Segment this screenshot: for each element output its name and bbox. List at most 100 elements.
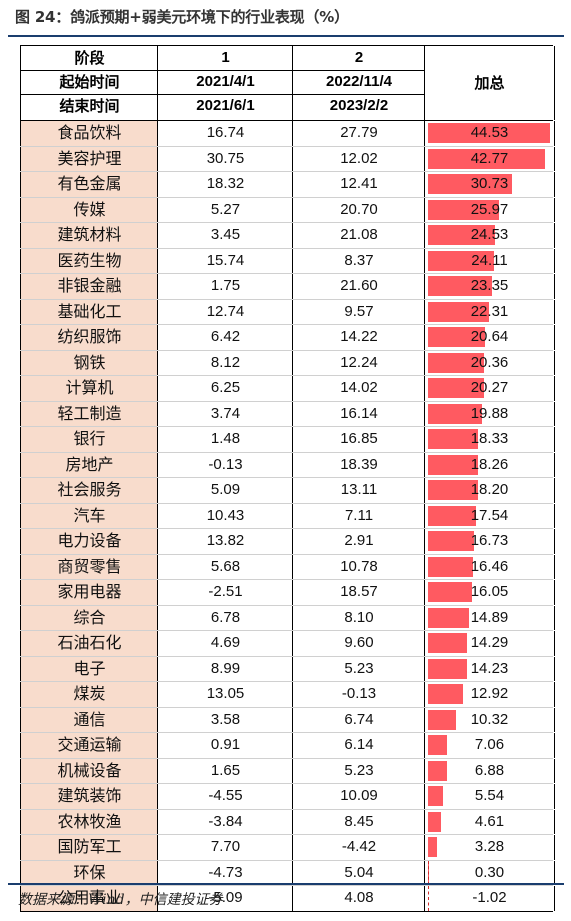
sum-value: 30.73 bbox=[470, 175, 509, 192]
table-row: 传媒 5.27 20.70 25.97 bbox=[20, 197, 555, 223]
sum-data-bar bbox=[428, 148, 546, 169]
sum-value: 18.20 bbox=[470, 481, 509, 498]
sum-value: 22.31 bbox=[470, 302, 509, 320]
sum-value: 6.88 bbox=[474, 761, 505, 779]
period-2-value: 12.41 bbox=[292, 172, 425, 197]
sum-value: 0.30 bbox=[474, 863, 505, 881]
sum-cell: 16.73 bbox=[424, 529, 555, 554]
sum-data-bar bbox=[428, 684, 464, 704]
table-row: 汽车 10.43 7.11 17.54 bbox=[20, 503, 555, 529]
industry-name: 家用电器 bbox=[20, 580, 158, 605]
table-row: 综合 6.78 8.10 14.89 bbox=[20, 605, 555, 631]
table-header: 阶段 起始时间 结束时间 1 2021/4/1 2021/6/1 2 2022/… bbox=[20, 45, 555, 121]
period-1-value: 18.32 bbox=[157, 172, 293, 197]
period-1-value: -5.09 bbox=[157, 886, 293, 911]
period-2-start: 2022/11/4 bbox=[326, 73, 392, 90]
header-end-label: 结束时间 bbox=[59, 97, 120, 115]
industry-name: 钢铁 bbox=[20, 350, 158, 375]
sum-data-bar bbox=[428, 556, 474, 577]
industry-name: 农林牧渔 bbox=[20, 809, 158, 834]
sum-data-bar bbox=[428, 658, 467, 679]
period-2-value: 6.14 bbox=[292, 733, 425, 758]
period-2-end: 2023/2/2 bbox=[329, 97, 389, 114]
table-row: 美容护理 30.75 12.02 42.77 bbox=[20, 146, 555, 172]
sum-value: 16.05 bbox=[470, 583, 509, 600]
industry-performance-table: 阶段 起始时间 结束时间 1 2021/4/1 2021/6/1 2 2022/… bbox=[20, 45, 555, 912]
period-1-value: -3.84 bbox=[157, 809, 293, 834]
sum-data-bar bbox=[428, 250, 495, 271]
figure-title: 图 24：鸽派预期+弱美元环境下的行业表现（%） bbox=[15, 8, 349, 26]
period-1-value: 3.58 bbox=[157, 707, 293, 732]
sum-value: 4.61 bbox=[474, 812, 505, 830]
sum-data-bar bbox=[428, 505, 477, 526]
period-2-value: 14.02 bbox=[292, 376, 425, 401]
table-row: 通信 3.58 6.74 10.32 bbox=[20, 707, 555, 733]
sum-cell: 44.53 bbox=[424, 121, 555, 146]
sum-value: 16.73 bbox=[470, 532, 509, 549]
sum-data-bar bbox=[428, 123, 550, 143]
period-2-value: -0.13 bbox=[292, 682, 425, 707]
period-1-value: -0.13 bbox=[157, 452, 293, 477]
sum-cell: 20.27 bbox=[424, 376, 555, 401]
industry-name: 基础化工 bbox=[20, 299, 158, 324]
table-row: 农林牧渔 -3.84 8.45 4.61 bbox=[20, 809, 555, 835]
period-1-value: 1.75 bbox=[157, 274, 293, 299]
industry-name: 公用事业 bbox=[20, 886, 158, 911]
industry-name: 石油石化 bbox=[20, 631, 158, 656]
table-row: 商贸零售 5.68 10.78 16.46 bbox=[20, 554, 555, 580]
sum-cell: 30.73 bbox=[424, 172, 555, 197]
sum-cell: 3.28 bbox=[424, 835, 555, 860]
period-1-value: 6.42 bbox=[157, 325, 293, 350]
period-1-end: 2021/6/1 bbox=[196, 97, 255, 114]
table-row: 计算机 6.25 14.02 20.27 bbox=[20, 376, 555, 402]
period-1-value: 30.75 bbox=[157, 146, 293, 171]
table-row: 房地产 -0.13 18.39 18.26 bbox=[20, 452, 555, 478]
industry-name: 煤炭 bbox=[20, 682, 158, 707]
period-2-value: 12.02 bbox=[292, 146, 425, 171]
sum-value: 5.54 bbox=[474, 787, 505, 804]
sum-cell: 16.46 bbox=[424, 554, 555, 579]
sum-cell: 20.64 bbox=[424, 325, 555, 350]
period-1-value: 8.99 bbox=[157, 656, 293, 681]
sum-data-bar bbox=[428, 582, 472, 602]
sum-value: 18.33 bbox=[470, 430, 509, 447]
table-body: 食品饮料 16.74 27.79 44.53 美容护理 30.75 12.02 42.77 有色… bbox=[20, 121, 555, 912]
period-1-value: 5.68 bbox=[157, 554, 293, 579]
period-2-value: 18.39 bbox=[292, 452, 425, 477]
table-row: 纺织服饰 6.42 14.22 20.64 bbox=[20, 325, 555, 351]
table-row: 环保 -4.73 5.04 0.30 bbox=[20, 860, 555, 886]
period-1-value: 5.09 bbox=[157, 478, 293, 503]
table-row: 食品饮料 16.74 27.79 44.53 bbox=[20, 121, 555, 147]
sum-data-bar bbox=[428, 633, 468, 653]
period-2-value: 8.10 bbox=[292, 605, 425, 630]
industry-name: 传媒 bbox=[20, 197, 158, 222]
sum-cell: 6.88 bbox=[424, 758, 555, 783]
sum-data-bar bbox=[428, 480, 478, 500]
sum-data-bar bbox=[428, 735, 448, 755]
industry-name: 环保 bbox=[20, 860, 158, 885]
sum-cell: 24.11 bbox=[424, 248, 555, 273]
table-row: 国防军工 7.70 -4.42 3.28 bbox=[20, 835, 555, 861]
industry-name: 交通运输 bbox=[20, 733, 158, 758]
period-1-value: 16.74 bbox=[157, 121, 293, 146]
period-1-value: 7.70 bbox=[157, 835, 293, 860]
period-2-value: 10.78 bbox=[292, 554, 425, 579]
sum-value: 16.46 bbox=[470, 557, 509, 575]
sum-value: 19.88 bbox=[470, 404, 509, 422]
table-row: 电子 8.99 5.23 14.23 bbox=[20, 656, 555, 682]
sum-cell: 42.77 bbox=[424, 146, 555, 171]
period-1-value: 6.25 bbox=[157, 376, 293, 401]
sum-data-bar bbox=[428, 378, 484, 398]
industry-name: 有色金属 bbox=[20, 172, 158, 197]
period-2-value: 9.60 bbox=[292, 631, 425, 656]
sum-value: 10.32 bbox=[470, 710, 509, 728]
sum-cell: 17.54 bbox=[424, 503, 555, 528]
period-2-value: 5.04 bbox=[292, 860, 425, 885]
table-row: 家用电器 -2.51 18.57 16.05 bbox=[20, 580, 555, 606]
sum-cell: 18.26 bbox=[424, 452, 555, 477]
sum-value: 18.26 bbox=[470, 455, 509, 473]
table-row: 医药生物 15.74 8.37 24.11 bbox=[20, 248, 555, 274]
sum-value: 25.97 bbox=[470, 200, 509, 218]
period-1-value: 0.91 bbox=[157, 733, 293, 758]
period-1-value: 12.74 bbox=[157, 299, 293, 324]
